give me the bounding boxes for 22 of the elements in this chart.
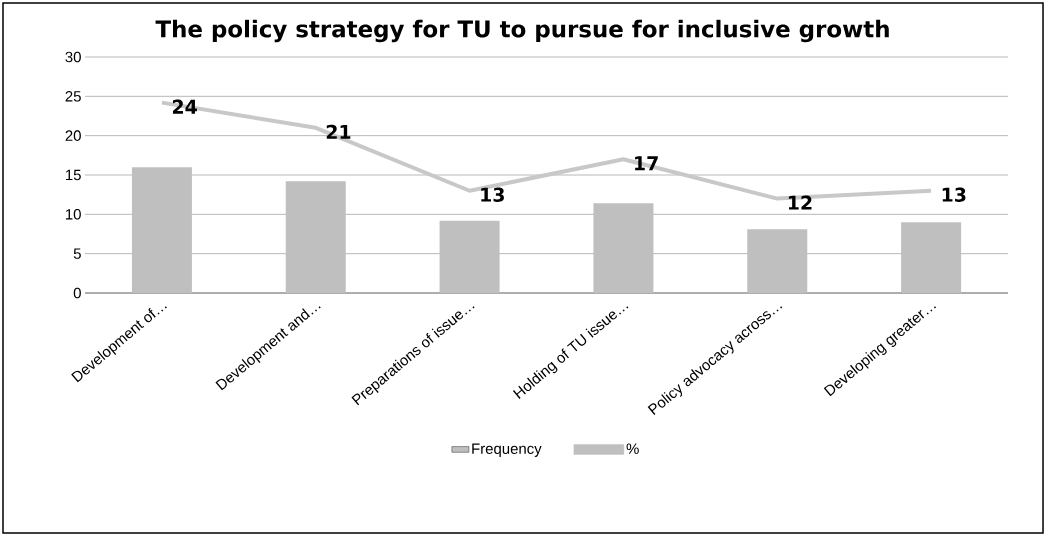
data-label: 12 <box>788 195 812 210</box>
y-tick-label: 20 <box>65 130 81 141</box>
y-tick-label: 5 <box>73 248 81 259</box>
bar <box>901 222 962 293</box>
data-label: 13 <box>942 187 966 202</box>
bar <box>593 203 654 293</box>
data-label: 17 <box>635 156 658 171</box>
y-tick-label: 25 <box>65 91 81 102</box>
bar <box>747 229 808 293</box>
y-tick-label: 30 <box>65 51 81 63</box>
bar <box>131 167 192 293</box>
legend-label: Frequency <box>472 443 542 457</box>
bar <box>285 181 346 293</box>
bar <box>439 220 500 293</box>
chart-title: The policy strategy for TU to pursue for inclusive growth <box>155 19 889 43</box>
y-tick-label: 10 <box>66 209 81 220</box>
data-label: 21 <box>326 124 351 139</box>
y-tick-label: 15 <box>66 169 81 181</box>
data-label: 24 <box>172 99 197 114</box>
y-tick-label: 0 <box>73 287 81 299</box>
data-label: 13 <box>481 187 504 202</box>
legend-label: % <box>626 443 639 454</box>
